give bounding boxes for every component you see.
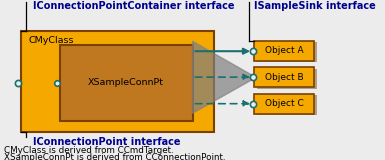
Text: IConnectionPoint interface: IConnectionPoint interface <box>33 137 180 147</box>
Text: XSampleConnPt: XSampleConnPt <box>88 78 164 87</box>
Text: XSampleConnPt is derived from CConnectionPoint.: XSampleConnPt is derived from CConnectio… <box>4 153 225 160</box>
Bar <box>254 94 314 114</box>
Bar <box>254 67 314 87</box>
Text: ISampleSink interface: ISampleSink interface <box>254 1 376 11</box>
Text: Object B: Object B <box>264 73 303 82</box>
Bar <box>254 41 314 61</box>
Bar <box>257 69 317 89</box>
Bar <box>60 45 192 121</box>
Text: CMyClass: CMyClass <box>28 36 74 45</box>
Text: IConnectionPointContainer interface: IConnectionPointContainer interface <box>33 1 234 11</box>
Bar <box>257 42 317 62</box>
Polygon shape <box>192 41 256 113</box>
Text: Object C: Object C <box>264 99 303 108</box>
Text: CMyClass is derived from CCmdTarget.: CMyClass is derived from CCmdTarget. <box>4 146 174 155</box>
Bar <box>257 95 317 115</box>
Text: Object A: Object A <box>264 46 303 55</box>
Bar <box>21 31 214 132</box>
